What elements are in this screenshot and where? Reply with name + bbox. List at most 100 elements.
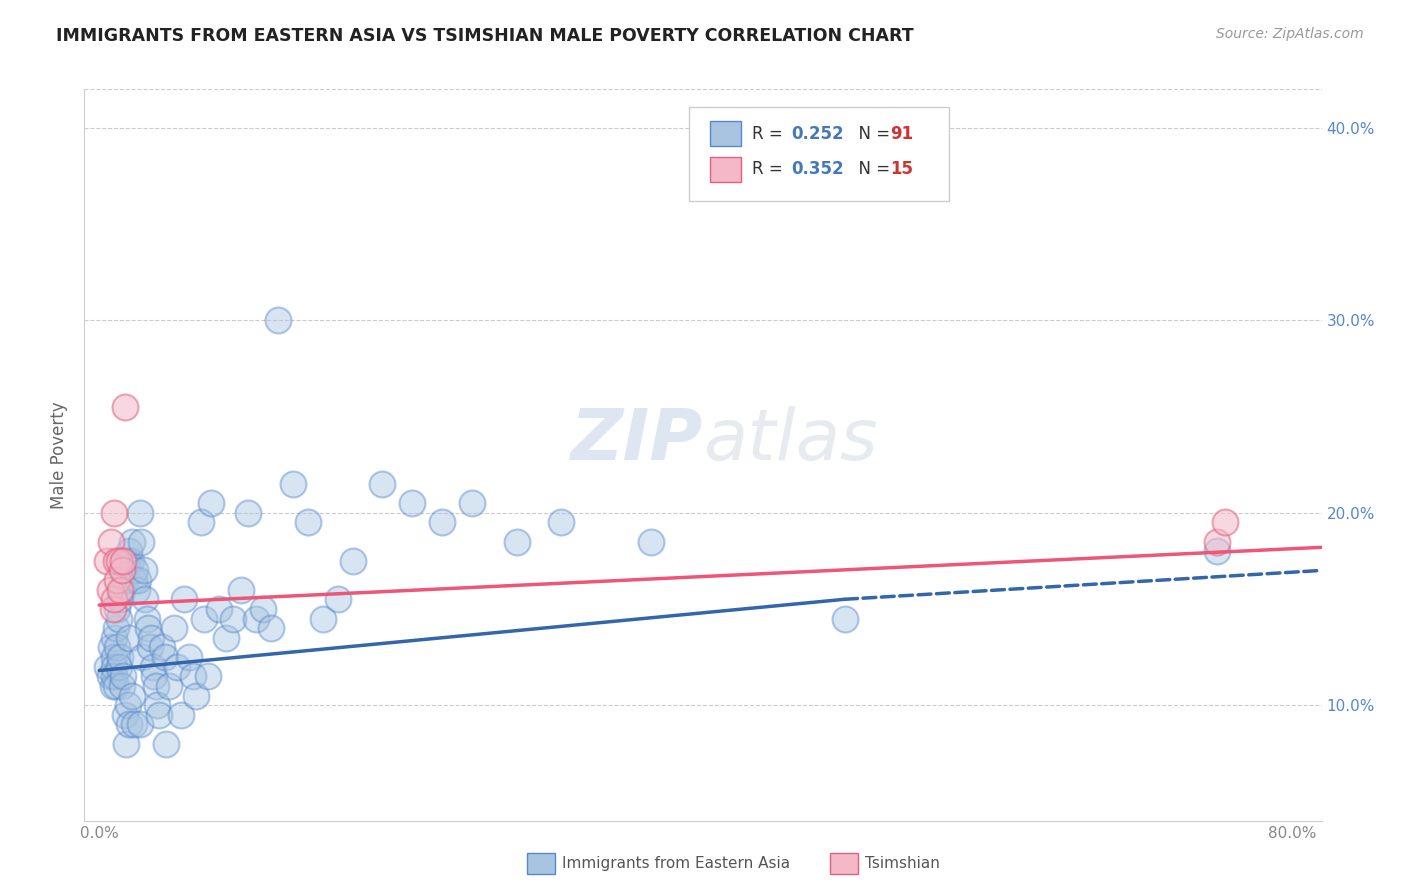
Point [128,506,150,520]
Point [714,159,737,173]
Point [1206,544,1229,558]
Point [297,516,319,530]
Point [105,602,128,616]
Point [111,582,134,597]
Point [166,659,188,673]
Point [229,582,252,597]
Point [245,611,267,625]
Point [145,679,167,693]
Point [105,640,128,655]
Point [127,573,149,587]
Point [141,631,163,645]
Point [121,689,143,703]
Point [103,592,125,607]
Point [177,650,200,665]
Text: Source: ZipAtlas.com: Source: ZipAtlas.com [1216,27,1364,41]
Point [125,582,148,597]
Point [118,717,141,731]
Point [193,611,215,625]
Point [96,554,118,568]
Point [342,554,364,568]
Point [112,669,135,683]
Point [121,534,143,549]
Point [100,640,122,655]
Point [115,737,138,751]
Text: IMMIGRANTS FROM EASTERN ASIA VS TSIMSHIAN MALE POVERTY CORRELATION CHART: IMMIGRANTS FROM EASTERN ASIA VS TSIMSHIA… [56,27,914,45]
Point [105,573,128,587]
Point [238,506,260,520]
Point [155,737,177,751]
Point [107,659,129,673]
Point [108,650,131,665]
Text: atlas: atlas [703,406,877,475]
Point [326,592,349,607]
Point [111,563,134,577]
Point [111,679,134,693]
Point [107,554,129,568]
Point [132,563,155,577]
Point [143,669,166,683]
Point [114,400,136,414]
Point [128,717,150,731]
Point [505,534,527,549]
Point [101,602,124,616]
Point [103,631,125,645]
Text: R =: R = [752,125,789,143]
Point [112,563,135,577]
Point [104,679,127,693]
Text: 0.352: 0.352 [792,161,844,178]
Text: Tsimshian: Tsimshian [865,856,939,871]
Text: ZIP: ZIP [571,406,703,475]
Point [267,313,290,327]
Point [834,611,856,625]
Text: N =: N = [848,125,896,143]
Point [129,534,152,549]
Point [103,506,125,520]
Point [1213,516,1236,530]
Point [190,516,212,530]
Point [107,611,129,625]
Point [1206,534,1229,549]
Text: 15: 15 [890,161,912,178]
Text: 91: 91 [890,125,912,143]
Point [131,650,153,665]
Point [112,554,135,568]
Point [118,544,141,558]
Point [173,592,195,607]
Point [108,592,131,607]
Point [153,650,176,665]
Point [163,621,186,635]
Point [371,476,394,491]
Point [139,640,162,655]
Text: 0.252: 0.252 [792,125,844,143]
Text: Immigrants from Eastern Asia: Immigrants from Eastern Asia [562,856,790,871]
Y-axis label: Male Poverty: Male Poverty [51,401,69,508]
Point [197,669,219,683]
Point [142,659,165,673]
Point [150,640,173,655]
Point [98,582,121,597]
Point [148,707,170,722]
Point [104,554,127,568]
Point [118,631,141,645]
Point [260,621,283,635]
Point [430,516,453,530]
Text: R =: R = [752,161,789,178]
Point [103,650,125,665]
Point [115,554,138,568]
Point [124,563,146,577]
Point [120,554,142,568]
Point [96,659,118,673]
Point [104,621,127,635]
Point [170,707,193,722]
Point [134,592,156,607]
Point [103,669,125,683]
Point [200,496,222,510]
Point [312,611,335,625]
Point [136,611,159,625]
Point [461,496,484,510]
Point [117,554,139,568]
Point [100,534,122,549]
Point [117,698,139,713]
Point [98,669,121,683]
